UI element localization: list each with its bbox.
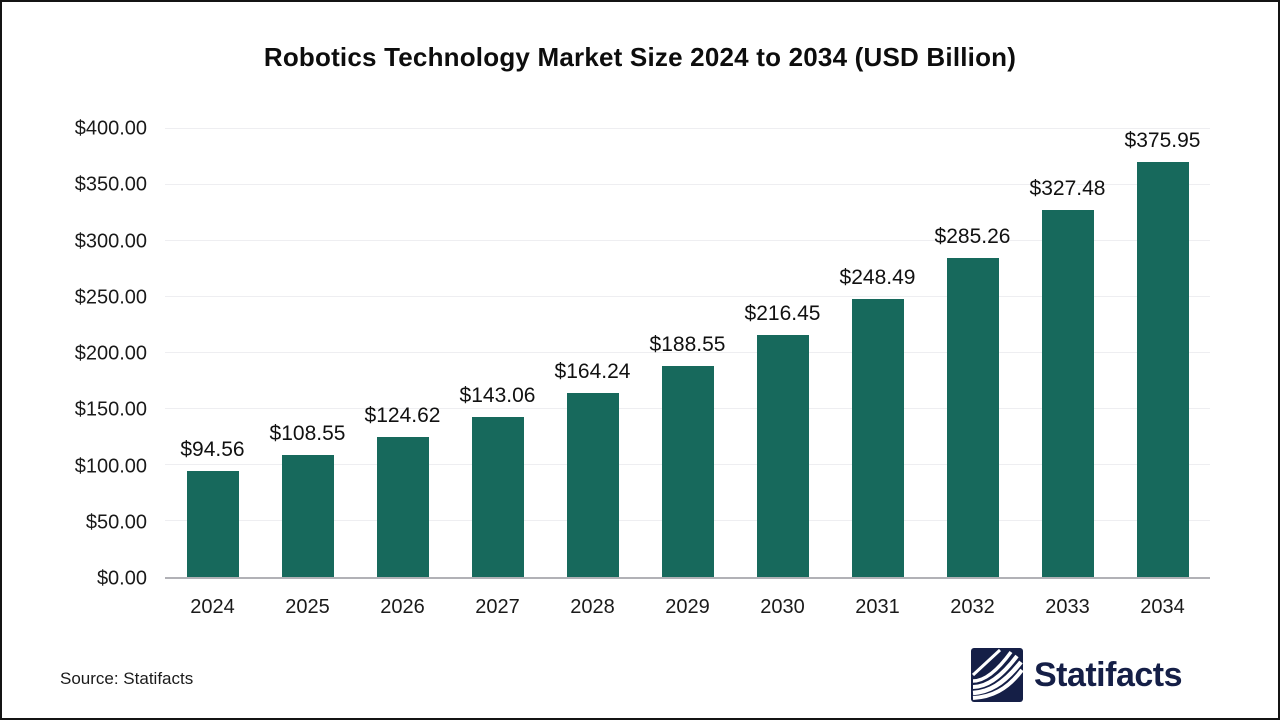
bar-column-2032: $285.26 2032	[925, 129, 1020, 618]
y-tick-label: $350.00	[74, 173, 147, 196]
brand-logo: Statifacts	[970, 648, 1183, 702]
bar-2029	[661, 365, 714, 577]
y-tick-label: $400.00	[74, 117, 147, 140]
x-tick-label: 2024	[190, 596, 235, 618]
bar-column-2026: $124.62 2026	[355, 129, 450, 618]
y-tick-label: $0.00	[96, 567, 147, 590]
bar-column-2028: $164.24 2028	[545, 129, 640, 618]
brand-name: Statifacts	[1033, 655, 1183, 694]
bar-value-label: $188.55	[649, 332, 726, 356]
y-tick-label: $100.00	[74, 455, 147, 477]
x-tick-label: 2033	[1045, 596, 1090, 618]
x-tick-label: 2031	[855, 596, 900, 618]
bar-value-label: $143.06	[459, 383, 536, 407]
bar-column-2029: $188.55 2029	[640, 129, 735, 618]
gridline	[165, 296, 1210, 297]
plot-area: $94.56 2024 $108.55 2025 $124.62 2026 $143.06 2…	[165, 128, 1210, 618]
bar-2027	[471, 416, 524, 577]
bar-2024	[186, 471, 239, 577]
bar-value-label: $248.49	[839, 265, 916, 289]
bar-2026	[376, 437, 429, 577]
gridline	[165, 240, 1210, 241]
bar-value-label: $216.45	[744, 301, 821, 325]
source-note: Source: Statifacts	[60, 669, 194, 688]
y-tick-label: $50.00	[85, 511, 147, 534]
x-tick-label: 2030	[760, 596, 805, 618]
bar-2032	[946, 257, 999, 577]
bar-column-2027: $143.06 2027	[450, 129, 545, 618]
x-tick-label: 2032	[950, 596, 995, 618]
statifacts-waves-icon	[970, 648, 1023, 702]
x-tick-label: 2028	[570, 596, 615, 618]
bar-column-2030: $216.45 2030	[735, 129, 830, 618]
bar-column-2033: $327.48 2033	[1020, 129, 1115, 618]
chart-title: Robotics Technology Market Size 2024 to …	[263, 42, 1017, 72]
x-tick-label: 2034	[1140, 596, 1185, 618]
bar-2025	[281, 455, 334, 577]
bar-2034	[1136, 162, 1189, 577]
bar-value-label: $327.48	[1029, 177, 1106, 201]
y-tick-label: $300.00	[74, 230, 147, 252]
bar-2031	[851, 298, 904, 577]
gridline	[165, 184, 1210, 185]
gridline	[165, 352, 1210, 353]
bar-column-2031: $248.49 2031	[830, 129, 925, 618]
bar-value-label: $108.55	[269, 422, 346, 446]
y-tick-label: $150.00	[74, 398, 147, 421]
bar-2033	[1041, 210, 1094, 577]
gridline	[165, 128, 1210, 129]
x-tick-label: 2027	[475, 596, 520, 618]
x-tick-label: 2025	[285, 596, 330, 618]
bar-2030	[756, 334, 809, 577]
y-tick-label: $250.00	[74, 286, 147, 309]
bar-value-label: $124.62	[364, 404, 441, 428]
x-tick-label: 2026	[380, 596, 425, 618]
bar-value-label: $94.56	[180, 438, 245, 462]
bar-value-label: $285.26	[934, 224, 1011, 248]
bar-2028	[566, 393, 619, 577]
bar-value-label: $375.95	[1124, 129, 1201, 152]
x-tick-label: 2029	[665, 596, 710, 618]
bar-value-label: $164.24	[554, 360, 631, 384]
bar-column-2024: $94.56 2024	[165, 129, 260, 618]
bar-column-2025: $108.55 2025	[260, 129, 355, 618]
y-tick-label: $200.00	[74, 342, 147, 365]
y-axis: $0.00 $50.00 $100.00 $150.00 $200.00 $250.00 $…	[2, 118, 147, 590]
bar-column-2034: $375.95 2034	[1115, 129, 1210, 618]
